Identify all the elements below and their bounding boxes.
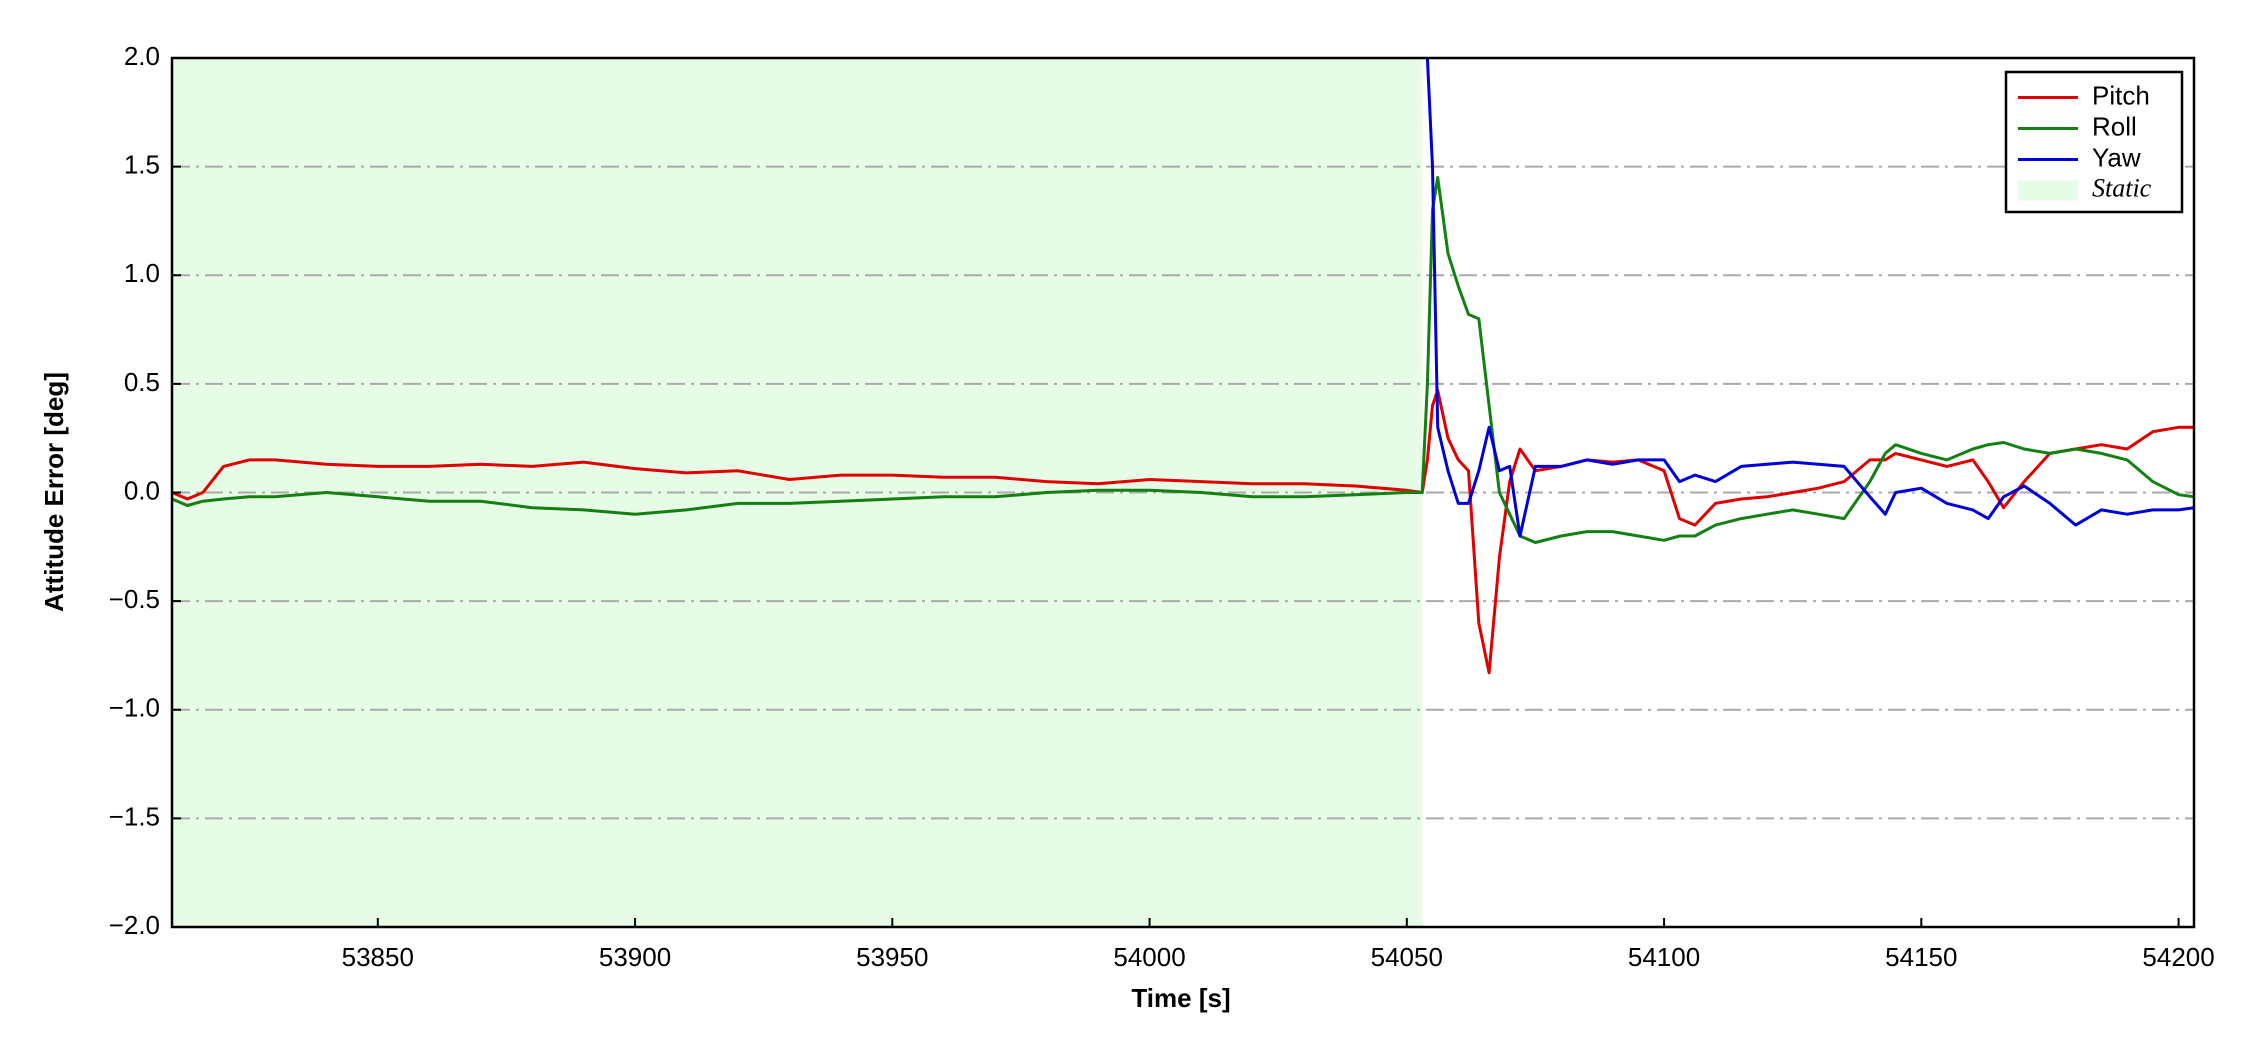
x-tick-label: 54050	[1371, 942, 1443, 972]
x-tick-label: 54100	[1628, 942, 1700, 972]
x-tick-label: 53900	[599, 942, 671, 972]
y-tick-label: 0.5	[124, 367, 160, 397]
y-tick-label: 0.0	[124, 475, 160, 505]
legend-label: Yaw	[2092, 142, 2141, 172]
y-tick-label: −1.5	[109, 801, 160, 831]
legend-patch	[2018, 180, 2078, 201]
series-line	[172, 176, 2194, 544]
lines-layer	[172, 58, 2194, 675]
y-axis-label: Attitude Error [deg]	[39, 372, 69, 612]
y-tick-label: −2.0	[109, 910, 160, 940]
y-tick-label: −0.5	[109, 584, 160, 614]
x-tick-label: 53850	[342, 942, 414, 972]
x-axis-label: Time [s]	[1131, 983, 1230, 1013]
series-line	[1425, 58, 2194, 538]
series-line	[172, 388, 2194, 675]
y-tick-label: −1.0	[109, 693, 160, 723]
x-tick-label: 54000	[1113, 942, 1185, 972]
x-tick-label: 54200	[2142, 942, 2214, 972]
legend-label: Static	[2092, 173, 2152, 202]
y-tick-label: 1.0	[124, 258, 160, 288]
legend-label: Pitch	[2092, 80, 2150, 110]
y-tick-label: 1.5	[124, 150, 160, 180]
x-tick-label: 53950	[856, 942, 928, 972]
legend-label: Roll	[2092, 111, 2137, 141]
x-tick-label: 54150	[1885, 942, 1957, 972]
y-tick-label: 2.0	[124, 41, 160, 71]
